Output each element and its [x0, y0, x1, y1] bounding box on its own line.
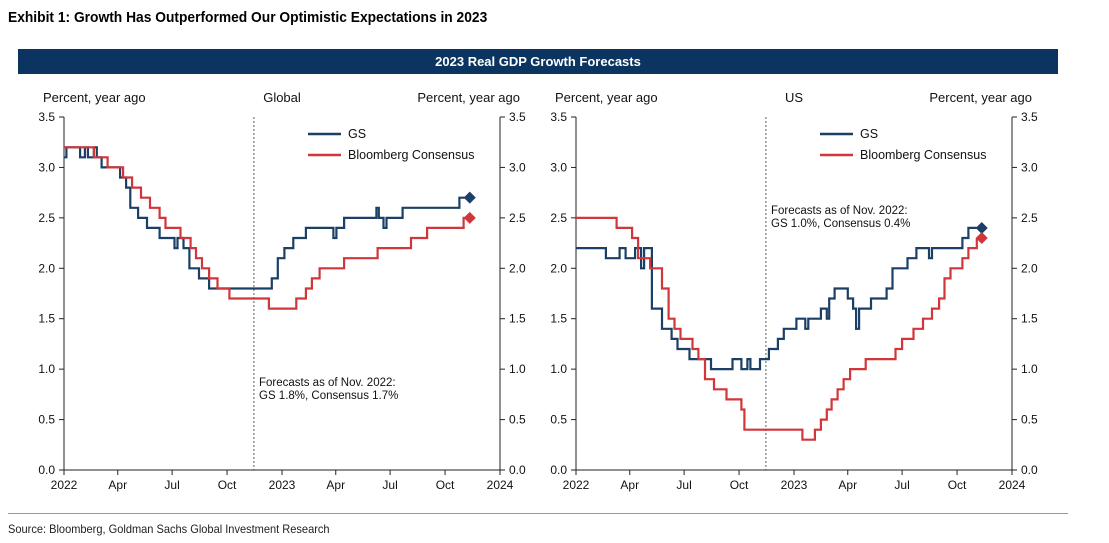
legend-label-bloomberg-consensus: Bloomberg Consensus	[860, 148, 986, 162]
y-tick-label-right: 2.5	[509, 211, 526, 225]
us-chart-panel: Percent, year ago Percent, year ago US 0.0 0…	[512, 78, 1052, 508]
x-tick-label: Apr	[838, 478, 857, 492]
y-tick-label-left: 0.0	[38, 463, 55, 477]
y-tick-label-left: 1.5	[550, 312, 567, 326]
legend-label-gs: GS	[860, 127, 878, 141]
y-tick-label-right: 0.0	[509, 463, 526, 477]
source-note: Source: Bloomberg, Goldman Sachs Global …	[8, 522, 330, 536]
x-tick-label: 2024	[487, 478, 514, 492]
x-tick-label: 2022	[563, 478, 590, 492]
forecast-annotation-line: GS 1.8%, Consensus 1.7%	[259, 390, 398, 402]
forecast-annotation-line: Forecasts as of Nov. 2022:	[259, 377, 396, 389]
x-tick-label: 2024	[999, 478, 1026, 492]
y-tick-label-left: 1.5	[38, 312, 55, 326]
end-marker-gs	[463, 191, 476, 204]
x-tick-label: Jul	[382, 478, 397, 492]
y-tick-label-right: 1.5	[509, 312, 526, 326]
chart-banner: 2023 Real GDP Growth Forecasts	[18, 49, 1058, 74]
x-tick-label: Oct	[730, 478, 749, 492]
y-tick-label-right: 1.5	[1021, 312, 1038, 326]
x-tick-label: Oct	[948, 478, 967, 492]
y-axis-label-right: Percent, year ago	[417, 90, 520, 105]
x-tick-label: Apr	[620, 478, 639, 492]
x-tick-label: Oct	[218, 478, 237, 492]
y-tick-label-left: 0.5	[550, 413, 567, 427]
legend-label-bloomberg-consensus: Bloomberg Consensus	[348, 148, 474, 162]
y-tick-label-left: 1.0	[550, 362, 567, 376]
end-marker-bloomberg-consensus	[975, 232, 988, 245]
series-line-bloomberg-consensus	[576, 216, 978, 441]
series-line-bloomberg-consensus	[64, 146, 465, 310]
y-tick-label-left: 3.5	[550, 110, 567, 124]
x-tick-label: Jul	[164, 478, 179, 492]
forecast-annotation-line: Forecasts as of Nov. 2022:	[771, 205, 908, 217]
x-tick-label: Apr	[108, 478, 127, 492]
y-tick-label-right: 1.0	[1021, 362, 1038, 376]
y-tick-label-right: 3.5	[1021, 110, 1038, 124]
y-tick-label-right: 2.0	[1021, 261, 1038, 275]
y-axis-label-left: Percent, year ago	[555, 90, 658, 105]
exhibit-title: Exhibit 1: Growth Has Outperformed Our O…	[8, 9, 488, 26]
y-tick-label-right: 0.5	[1021, 413, 1038, 427]
y-tick-label-right: 1.0	[509, 362, 526, 376]
x-tick-label: 2022	[51, 478, 78, 492]
y-tick-label-left: 1.0	[38, 362, 55, 376]
end-marker-gs	[975, 221, 988, 234]
y-tick-label-left: 2.0	[38, 261, 55, 275]
y-axis-label-right: Percent, year ago	[929, 90, 1032, 105]
y-tick-label-left: 3.0	[550, 160, 567, 174]
x-tick-label: Oct	[436, 478, 455, 492]
y-tick-label-right: 3.0	[509, 160, 526, 174]
y-tick-label-right: 3.0	[1021, 160, 1038, 174]
x-tick-label: 2023	[781, 478, 808, 492]
footer-divider	[8, 513, 1068, 514]
y-tick-label-right: 2.5	[1021, 211, 1038, 225]
y-tick-label-right: 0.5	[509, 413, 526, 427]
y-tick-label-left: 0.5	[38, 413, 55, 427]
chart-title: US	[785, 90, 803, 105]
y-tick-label-left: 2.5	[550, 211, 567, 225]
x-tick-label: Jul	[676, 478, 691, 492]
y-tick-label-left: 3.0	[38, 160, 55, 174]
chart-title: Global	[263, 90, 301, 105]
forecast-annotation-line: GS 1.0%, Consensus 0.4%	[771, 218, 910, 230]
end-marker-bloomberg-consensus	[463, 211, 476, 224]
y-tick-label-left: 2.5	[38, 211, 55, 225]
y-tick-label-left: 2.0	[550, 261, 567, 275]
y-tick-label-right: 2.0	[509, 261, 526, 275]
x-tick-label: Apr	[326, 478, 345, 492]
x-tick-label: 2023	[269, 478, 296, 492]
legend-label-gs: GS	[348, 127, 366, 141]
series-line-gs	[576, 226, 977, 371]
global-chart: Percent, year ago Percent, year ago Global…	[38, 90, 526, 492]
y-axis-label-left: Percent, year ago	[43, 90, 146, 105]
us-chart: Percent, year ago Percent, year ago US 0.0 0…	[550, 90, 1038, 492]
y-tick-label-left: 3.5	[38, 110, 55, 124]
y-tick-label-right: 0.0	[1021, 463, 1038, 477]
x-tick-label: Jul	[894, 478, 909, 492]
global-chart-panel: Percent, year ago Percent, year ago Global…	[0, 78, 540, 508]
series-line-gs	[64, 146, 465, 290]
y-tick-label-right: 3.5	[509, 110, 526, 124]
y-tick-label-left: 0.0	[550, 463, 567, 477]
